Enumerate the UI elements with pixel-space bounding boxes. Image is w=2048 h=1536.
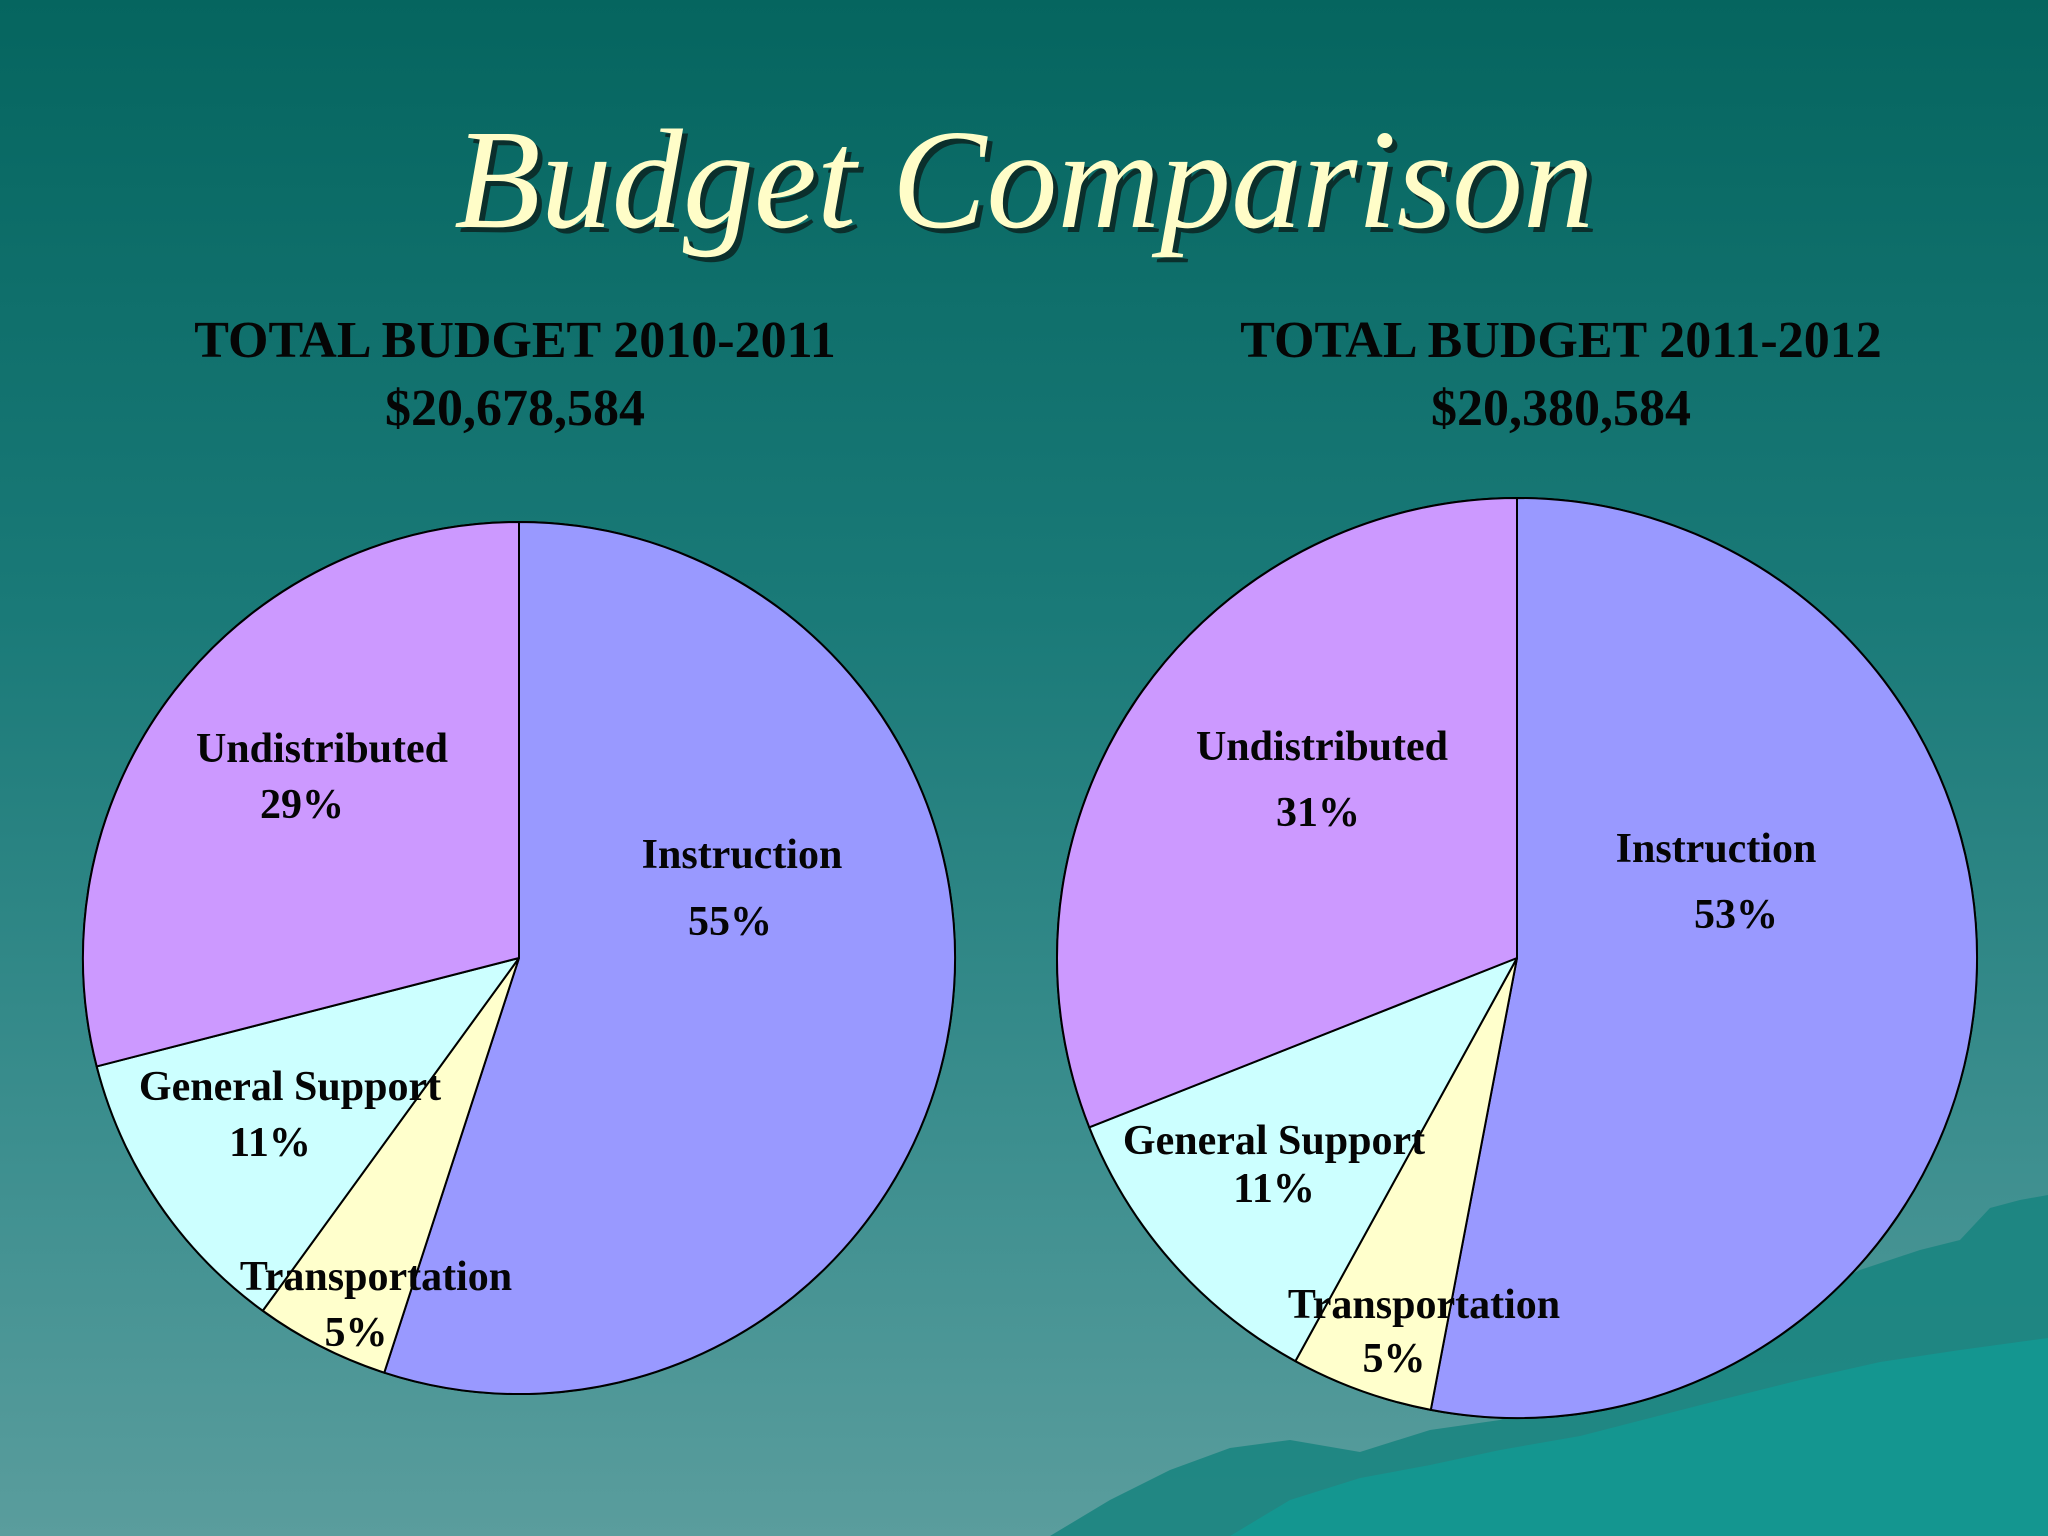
- slice-value-instruction: 55%: [688, 899, 772, 945]
- pie-slice-undistributed: [82, 521, 520, 1068]
- pie-slice-instruction: [383, 521, 956, 1395]
- chart-title: TOTAL BUDGET 2010-2011: [194, 312, 836, 369]
- chart-total-amount: $20,678,584: [385, 380, 645, 437]
- slice-value-instruction: 53%: [1694, 892, 1778, 938]
- pie-slice-undistributed: [1056, 497, 1518, 1129]
- slice-label-instruction: Instruction: [1616, 826, 1817, 872]
- slice-label-transportation: Transportation: [1288, 1282, 1560, 1328]
- slice-label-general-support: General Support: [1123, 1118, 1425, 1164]
- slice-value-general-support: 11%: [1233, 1166, 1315, 1212]
- pie-chart-1: Instruction 53% Transportation 5% General Su…: [1056, 497, 1978, 1419]
- pie-chart-0: Instruction 55% Transportation 5% General Su…: [82, 521, 956, 1395]
- slice-label-transportation: Transportation: [240, 1254, 512, 1300]
- pie-slice-transportation: [1294, 957, 1518, 1411]
- chart-heading-2011-2012: TOTAL BUDGET 2011-2012 $20,380,584: [1111, 307, 2011, 443]
- slice-value-undistributed: 29%: [260, 782, 344, 828]
- slice-value-general-support: 11%: [229, 1120, 311, 1166]
- chart-heading-2010-2011: TOTAL BUDGET 2010-2011 $20,678,584: [65, 307, 965, 443]
- pie-slice-general-support: [1088, 957, 1518, 1363]
- slice-value-undistributed: 31%: [1276, 790, 1360, 836]
- slice-label-instruction: Instruction: [642, 832, 843, 878]
- chart-title: TOTAL BUDGET 2011-2012: [1240, 312, 1882, 369]
- chart-total-amount: $20,380,584: [1431, 380, 1691, 437]
- slice-label-undistributed: Undistributed: [1196, 724, 1448, 770]
- slice-value-transportation: 5%: [325, 1310, 388, 1356]
- pie-slice-general-support: [95, 957, 520, 1312]
- pie-slice-instruction: [1429, 497, 1978, 1419]
- slice-label-undistributed: Undistributed: [196, 726, 448, 772]
- slice-value-transportation: 5%: [1363, 1336, 1426, 1382]
- slice-label-general-support: General Support: [139, 1064, 441, 1110]
- slide-title: Budget Comparison: [454, 100, 1594, 258]
